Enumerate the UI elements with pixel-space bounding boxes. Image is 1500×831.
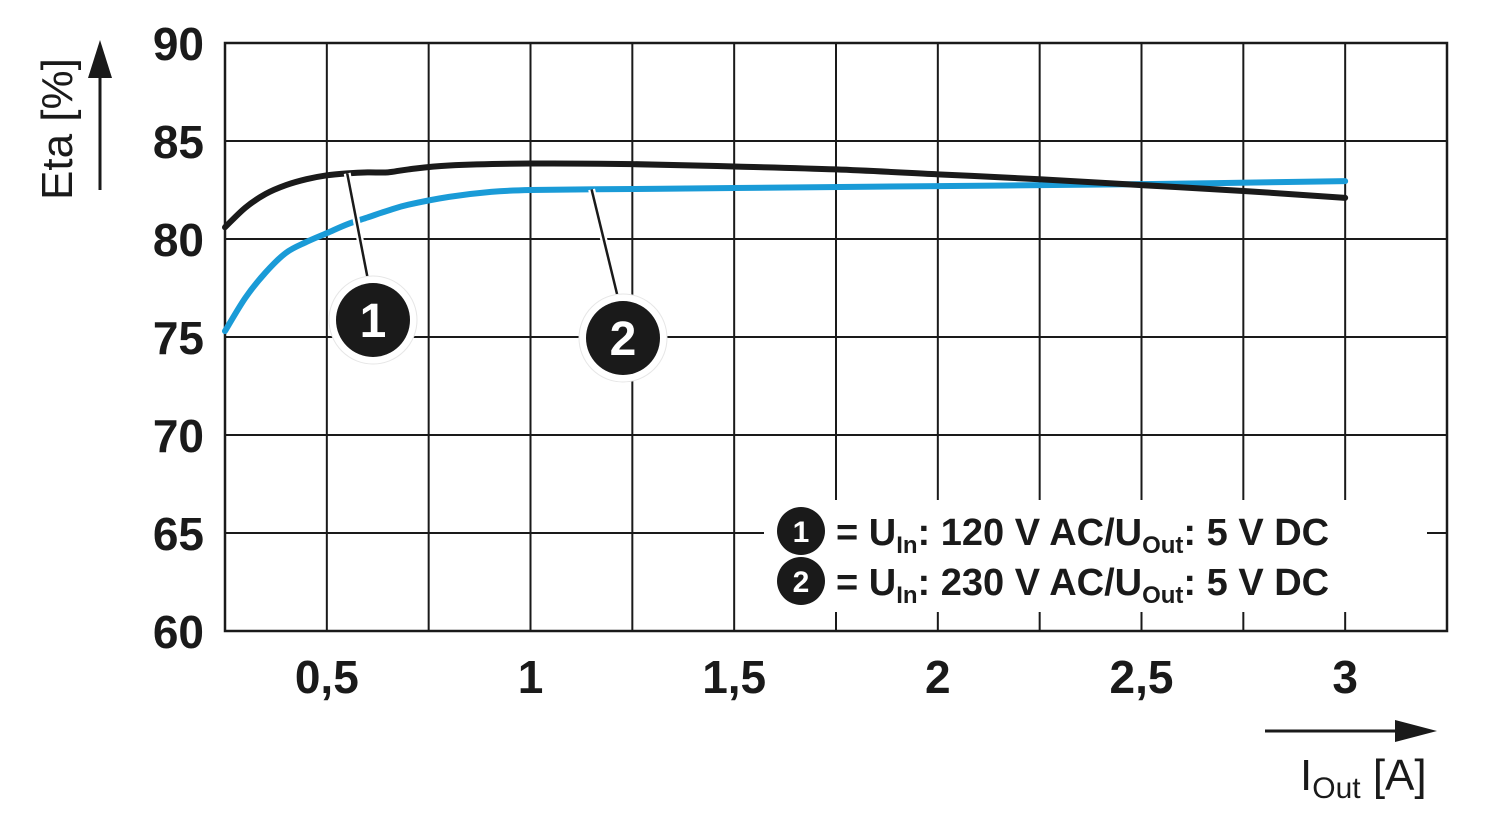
series-line-2 xyxy=(222,178,1349,335)
legend-marker-1-label: 1 xyxy=(793,516,810,549)
y-axis-arrow-icon xyxy=(88,40,112,78)
callout-label: 2 xyxy=(610,313,637,366)
callout-leader xyxy=(590,189,620,299)
y-tick-label: 75 xyxy=(153,312,204,364)
y-tick-labels: 60 65 70 75 80 85 90 xyxy=(153,18,204,658)
legend-entry-2: 2 = UIn: 230 V AC/UOut: 5 V DC xyxy=(777,557,1329,609)
y-tick-label: 65 xyxy=(153,508,204,560)
y-tick-label: 70 xyxy=(153,410,204,462)
legend-marker-2 xyxy=(777,557,825,605)
x-tick-label: 2 xyxy=(925,651,951,703)
plot-frame xyxy=(223,41,1449,633)
x-axis-arrow-icon xyxy=(1395,720,1437,742)
legend-marker-1 xyxy=(777,507,825,555)
x-axis-title: IOut [A] xyxy=(1300,751,1427,805)
legend-marker-2-label: 2 xyxy=(793,566,810,599)
y-tick-label: 80 xyxy=(153,214,204,266)
callout-2: 2 xyxy=(578,188,668,383)
y-axis-label: Eta [%] xyxy=(33,40,112,200)
y-tick-label: 90 xyxy=(153,18,204,70)
y-axis-title: Eta [%] xyxy=(33,58,82,200)
series-line-1 xyxy=(222,160,1349,231)
legend: 1 = UIn: 120 V AC/UOut: 5 V DC 2 = UIn: … xyxy=(764,500,1427,612)
grid xyxy=(223,41,1449,633)
x-tick-label: 3 xyxy=(1332,651,1358,703)
callout-marker xyxy=(586,301,660,375)
x-tick-label: 1 xyxy=(518,651,544,703)
x-tick-label: 1,5 xyxy=(702,651,766,703)
callout-1: 1 xyxy=(328,172,418,365)
legend-entry-1: 1 = UIn: 120 V AC/UOut: 5 V DC xyxy=(777,507,1329,559)
series-lines xyxy=(222,160,1349,335)
x-tick-labels: 0,5 1 1,5 2 2,5 3 xyxy=(295,651,1358,703)
y-tick-label: 85 xyxy=(153,116,204,168)
y-tick-label: 60 xyxy=(153,606,204,658)
x-tick-label: 2,5 xyxy=(1110,651,1174,703)
x-axis-label: IOut [A] xyxy=(1265,720,1437,805)
callout-marker xyxy=(336,283,410,357)
callout-label: 1 xyxy=(360,295,387,348)
legend-box xyxy=(764,500,1427,612)
x-tick-label: 0,5 xyxy=(295,651,359,703)
legend-text-1: = UIn: 120 V AC/UOut: 5 V DC xyxy=(836,512,1329,559)
callout-leader xyxy=(345,173,370,281)
legend-text-2: = UIn: 230 V AC/UOut: 5 V DC xyxy=(836,562,1329,609)
